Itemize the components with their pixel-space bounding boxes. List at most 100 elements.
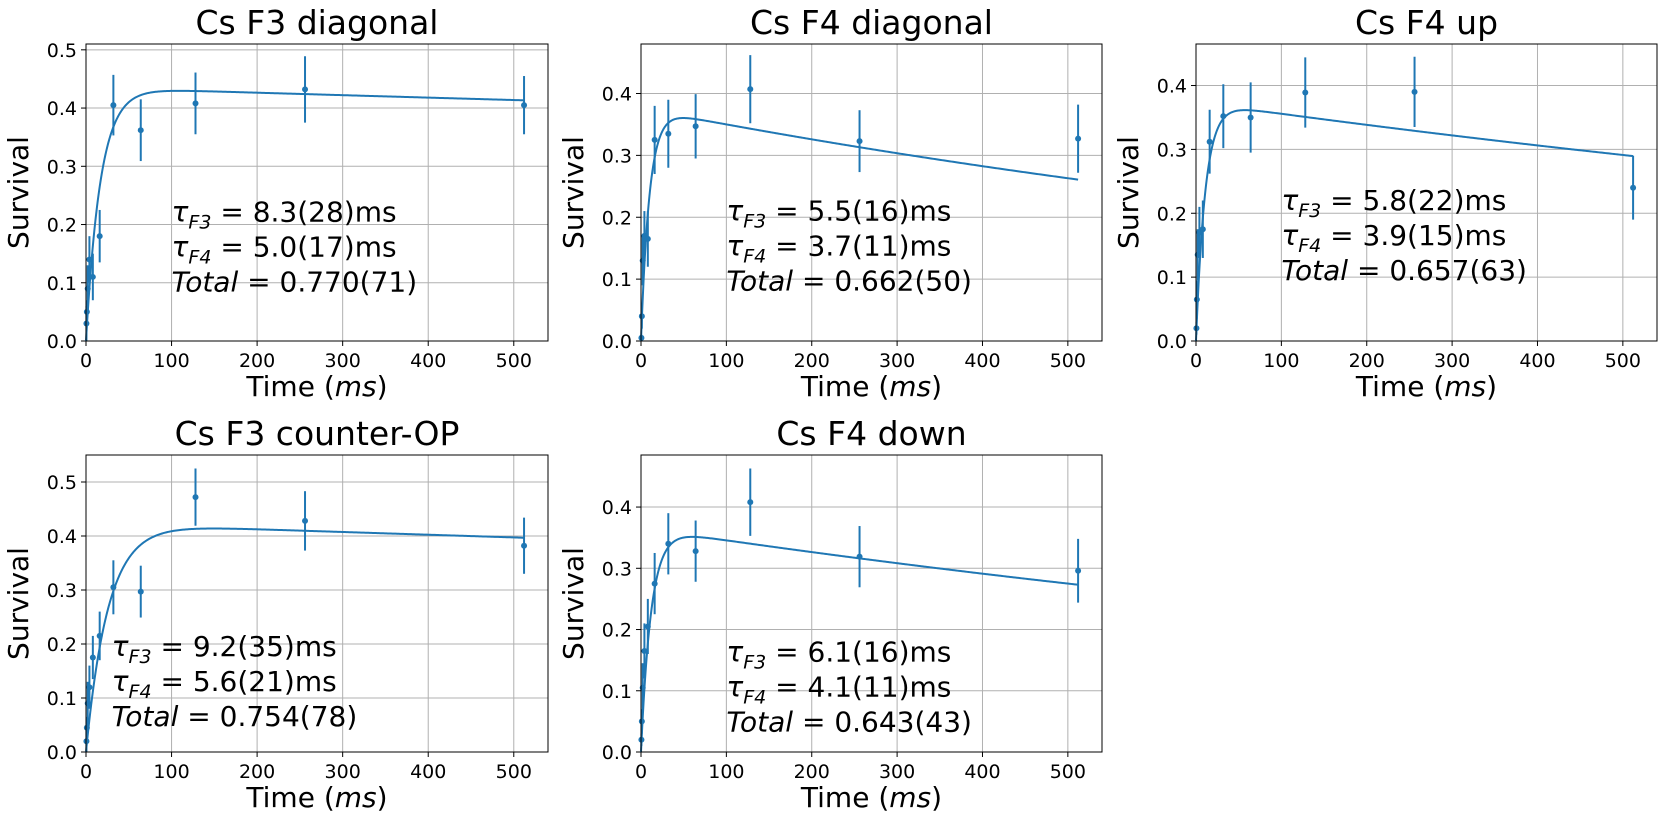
y-tick-label: 0.0 [1157, 331, 1187, 353]
x-tick-label: 400 [1519, 350, 1555, 372]
annotation-tau-f3: τF3 = 6.1(16)ms [726, 635, 951, 673]
x-tick-label: 500 [1050, 761, 1086, 783]
x-tick-label: 400 [964, 761, 1000, 783]
x-tick-label: 300 [325, 350, 361, 372]
annotation-total: Total = 0.657(63) [1281, 254, 1527, 287]
x-axis-label: Time (ms) [800, 370, 942, 403]
fit-curve [640, 117, 1079, 342]
annotation-tau-f3: τF3 = 8.3(28)ms [172, 196, 397, 234]
y-tick-label: 0.1 [602, 681, 632, 703]
data-point [192, 494, 199, 501]
x-tick-label: 300 [1434, 350, 1470, 372]
data-point [692, 123, 699, 130]
x-tick-label: 0 [80, 350, 92, 372]
subplot-1: 0 100 200 300 400 500 0.0 0.1 0.2 0.3 0.4 0.5 Cs F3 … [2, 3, 549, 403]
fit-curve [1195, 109, 1634, 342]
annotation-total: Total = 0.754(78) [112, 700, 358, 733]
x-tick-label: 100 [1263, 350, 1299, 372]
y-tick-label: 0.4 [47, 526, 77, 548]
y-tick-label: 0.1 [47, 688, 77, 710]
chart-title: Cs F3 diagonal [196, 3, 439, 42]
chart-title: Cs F3 counter-OP [175, 414, 460, 453]
chart-title: Cs F4 diagonal [750, 3, 993, 42]
data-point [521, 542, 528, 549]
data-point [110, 584, 117, 591]
data-point [747, 499, 754, 506]
y-tick-label: 0.2 [602, 207, 632, 229]
x-tick-label: 300 [879, 761, 915, 783]
x-tick-label: 500 [496, 761, 532, 783]
x-tick-label: 500 [1605, 350, 1641, 372]
x-tick-label: 200 [794, 350, 830, 372]
y-tick-label: 0.0 [602, 331, 632, 353]
x-tick-label: 200 [1349, 350, 1385, 372]
y-tick-label: 0.4 [602, 84, 632, 106]
x-tick-label: 200 [239, 761, 275, 783]
subplot-4: 0 100 200 300 400 500 0.0 0.1 0.2 0.3 0.4 0.5 Cs F3 … [2, 414, 549, 814]
data-point [1075, 567, 1082, 574]
x-tick-label: 0 [635, 350, 647, 372]
x-tick-label: 0 [635, 761, 647, 783]
annotation-tau-f3: τF3 = 9.2(35)ms [112, 630, 337, 668]
x-tick-label: 400 [410, 350, 446, 372]
data-point [856, 553, 863, 560]
subplot-2: 0 100 200 300 400 500 0.0 0.1 0.2 0.3 0.4 Cs F4 dia… [557, 3, 1103, 403]
annotation-total: Total = 0.770(71) [172, 266, 418, 299]
fit-curve [85, 527, 525, 753]
x-tick-label: 300 [325, 761, 361, 783]
data-point [110, 102, 117, 109]
y-tick-label: 0.2 [602, 620, 632, 642]
x-axis-label: Time (ms) [800, 781, 942, 814]
y-tick-label: 0.2 [47, 634, 77, 656]
y-axis-label: Survival [557, 547, 590, 660]
data-point [192, 100, 199, 107]
y-axis-label: Survival [557, 136, 590, 249]
y-tick-label: 0.0 [47, 331, 77, 353]
axes-frame [1195, 43, 1658, 342]
y-axis-label: Survival [2, 136, 35, 249]
y-axis-label: Survival [1112, 136, 1145, 249]
annotation-tau-f4: τF4 = 5.0(17)ms [172, 231, 397, 269]
data-point [651, 136, 658, 143]
subplot-3: 0 100 200 300 400 500 0.0 0.1 0.2 0.3 0.4 Cs F4 up T… [1112, 3, 1658, 403]
y-tick-label: 0.1 [47, 273, 77, 295]
x-axis-label: Time (ms) [245, 370, 387, 403]
annotation-tau-f4: τF4 = 3.7(11)ms [726, 229, 951, 267]
fit-curve [640, 535, 1079, 753]
data-point [641, 647, 648, 654]
data-point [1302, 89, 1309, 96]
data-point [692, 548, 699, 555]
y-tick-label: 0.0 [602, 742, 632, 764]
x-axis-label: Time (ms) [1355, 370, 1497, 403]
axes-frame [640, 454, 1103, 753]
data-point [137, 588, 144, 595]
x-tick-label: 500 [1050, 350, 1086, 372]
data-point [644, 235, 651, 242]
annotation-total: Total = 0.662(50) [726, 264, 972, 297]
data-point [1206, 138, 1213, 145]
data-point [96, 632, 103, 639]
data-point [651, 580, 658, 587]
y-tick-label: 0.5 [47, 40, 77, 62]
y-tick-label: 0.5 [47, 472, 77, 494]
axes-frame [85, 43, 549, 342]
data-point [86, 256, 93, 263]
x-tick-label: 200 [239, 350, 275, 372]
x-axis-label: Time (ms) [245, 781, 387, 814]
chart-title: Cs F4 up [1355, 3, 1498, 42]
data-point [521, 102, 528, 109]
annotation-tau-f3: τF3 = 5.8(22)ms [1281, 184, 1506, 222]
y-axis-label: Survival [2, 547, 35, 660]
data-point [302, 86, 309, 93]
y-tick-label: 0.4 [47, 98, 77, 120]
annotation-tau-f3: τF3 = 5.5(16)ms [726, 194, 951, 232]
data-point [638, 313, 645, 320]
data-point [1193, 296, 1200, 303]
chart-title: Cs F4 down [776, 414, 966, 453]
annotation-tau-f4: τF4 = 5.6(21)ms [112, 665, 337, 703]
y-tick-label: 0.3 [1157, 139, 1187, 161]
y-tick-label: 0.3 [602, 558, 632, 580]
y-tick-label: 0.4 [1157, 76, 1187, 98]
axes-frame [640, 43, 1103, 342]
